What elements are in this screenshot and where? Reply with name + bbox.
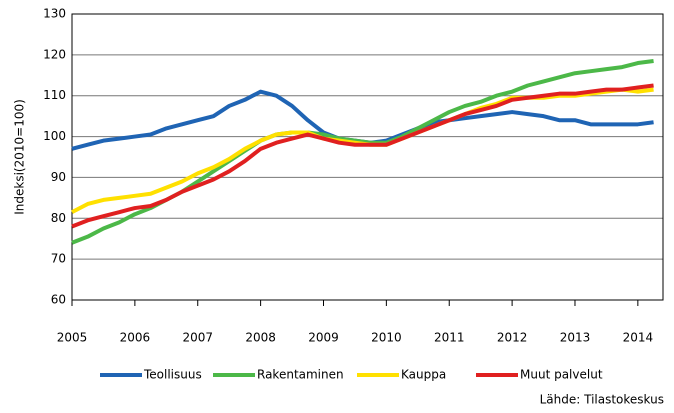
series-line xyxy=(71,83,654,229)
series-line xyxy=(71,87,654,214)
x-tick-label: 2010 xyxy=(371,331,402,345)
x-tick-label: 2005 xyxy=(57,331,88,345)
x-tick-label: 2007 xyxy=(182,331,213,345)
x-tick-label: 2006 xyxy=(120,331,151,345)
y-axis-label: Indeksi(2010=100) xyxy=(13,99,27,215)
plot-frame xyxy=(71,13,664,301)
x-tick-label: 2013 xyxy=(560,331,591,345)
source: Lähde: Tilastokeskus xyxy=(540,393,664,407)
y-tick-label: 100 xyxy=(43,129,66,143)
y-tick-label: 130 xyxy=(43,7,66,21)
legend-label: Teollisuus xyxy=(143,368,202,382)
x-tick-label: 2009 xyxy=(308,331,339,345)
y-tick-label: 60 xyxy=(51,293,66,307)
y-tick-label: 70 xyxy=(51,252,66,266)
y-tick-label: 90 xyxy=(51,170,66,184)
x-tick-label: 2012 xyxy=(497,331,528,345)
y-tick-label: 120 xyxy=(43,47,66,61)
y-tick-label: 80 xyxy=(51,211,66,225)
legend-label: Kauppa xyxy=(401,368,446,382)
x-tick-label: 2014 xyxy=(623,331,654,345)
x-tick-label: 2011 xyxy=(434,331,465,345)
legend-label: Muut palvelut xyxy=(520,368,603,382)
series-line xyxy=(71,59,654,245)
x-tick-label: 2008 xyxy=(245,331,276,345)
y-tick-label: 110 xyxy=(43,88,66,102)
legend-label: Rakentaminen xyxy=(257,368,344,382)
